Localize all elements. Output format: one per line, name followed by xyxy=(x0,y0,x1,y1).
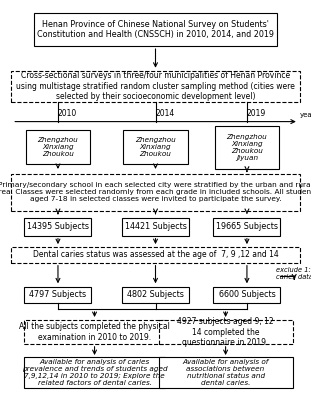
FancyBboxPatch shape xyxy=(159,357,293,388)
Text: 2019: 2019 xyxy=(247,110,266,118)
FancyBboxPatch shape xyxy=(12,71,299,102)
Text: Zhengzhou
Xinxiang
Zhoukou: Zhengzhou Xinxiang Zhoukou xyxy=(38,137,78,157)
Text: Zhengzhou
Xinxiang
Zhoukou: Zhengzhou Xinxiang Zhoukou xyxy=(135,137,176,157)
Text: exclude 1: dental
caries data missed: exclude 1: dental caries data missed xyxy=(276,268,311,280)
FancyBboxPatch shape xyxy=(26,130,90,164)
FancyBboxPatch shape xyxy=(213,218,281,236)
Text: 19665 Subjects: 19665 Subjects xyxy=(216,222,278,231)
Text: year: year xyxy=(300,112,311,118)
Text: 4797 Subjects: 4797 Subjects xyxy=(30,290,86,299)
Text: Available for analysis of caries
prevalence and trends of students aged
7,9,12,1: Available for analysis of caries prevale… xyxy=(22,359,167,386)
FancyBboxPatch shape xyxy=(159,320,293,344)
Text: 2014: 2014 xyxy=(156,110,175,118)
FancyBboxPatch shape xyxy=(34,13,277,46)
FancyBboxPatch shape xyxy=(25,320,165,344)
Text: 14421 Subjects: 14421 Subjects xyxy=(125,222,186,231)
FancyBboxPatch shape xyxy=(122,218,189,236)
FancyBboxPatch shape xyxy=(213,287,281,303)
Text: 6600 Subjects: 6600 Subjects xyxy=(219,290,275,299)
Text: 2010: 2010 xyxy=(58,110,77,118)
FancyBboxPatch shape xyxy=(25,287,91,303)
Text: 14395 Subjects: 14395 Subjects xyxy=(27,222,89,231)
Text: Available for analysis of
associations between
nutritional status and
dental car: Available for analysis of associations b… xyxy=(183,359,269,386)
FancyBboxPatch shape xyxy=(25,218,91,236)
FancyBboxPatch shape xyxy=(12,247,299,263)
Text: Zhengzhou
Xinxiang
Zhoukou
Jiyuan: Zhengzhou Xinxiang Zhoukou Jiyuan xyxy=(226,134,267,160)
Text: Primary/secondary school in each selected city were stratified by the urban and : Primary/secondary school in each selecte… xyxy=(0,182,311,202)
Text: All the subjects completed the physical
examination in 2010 to 2019.: All the subjects completed the physical … xyxy=(19,322,170,342)
Text: Dental caries status was assessed at the age of  7, 9 ,12 and 14: Dental caries status was assessed at the… xyxy=(33,250,278,259)
Text: 4802 Subjects: 4802 Subjects xyxy=(127,290,184,299)
FancyBboxPatch shape xyxy=(123,130,188,164)
FancyBboxPatch shape xyxy=(215,126,279,169)
FancyBboxPatch shape xyxy=(122,287,189,303)
FancyBboxPatch shape xyxy=(25,357,165,388)
Text: 4927 subjects aged 9, 12
14 completed the
questionnaire in 2019.: 4927 subjects aged 9, 12 14 completed th… xyxy=(177,317,274,347)
Text: Henan Province of Chinese National Survey on Students'
Constitution and Health (: Henan Province of Chinese National Surve… xyxy=(37,20,274,39)
Text: Cross-sectional surveys in three/four municipalities of Henan Province
using mul: Cross-sectional surveys in three/four mu… xyxy=(16,72,295,101)
FancyBboxPatch shape xyxy=(11,174,300,211)
